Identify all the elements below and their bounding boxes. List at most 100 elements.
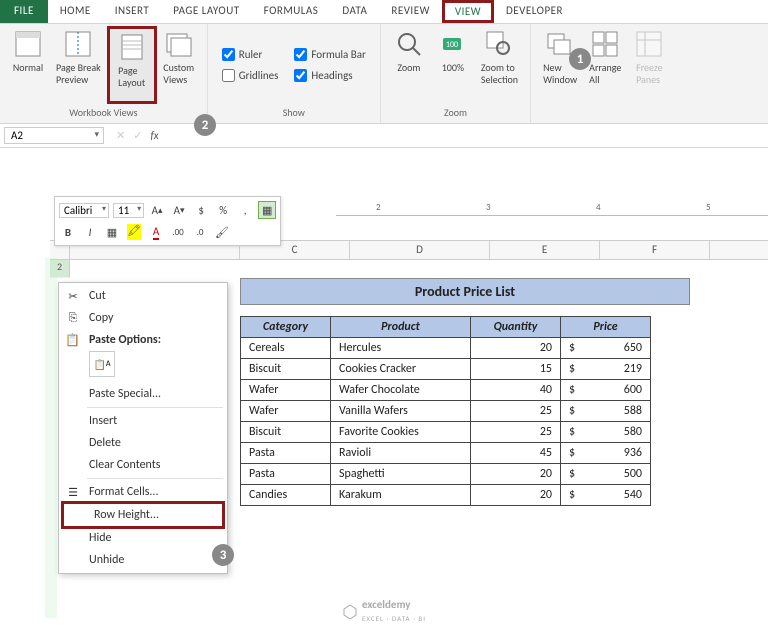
newwindow-button[interactable]: New Window — [537, 26, 583, 117]
table-row[interactable]: WaferVanilla Wafers25$588 — [241, 401, 651, 422]
table-row[interactable]: BiscuitCookies Cracker15$219 — [241, 359, 651, 380]
ruler: 2 3 4 5 — [336, 200, 768, 216]
tab-pagelayout[interactable]: PAGE LAYOUT — [161, 0, 251, 23]
pagebreak-button[interactable]: Page Break Preview — [50, 26, 107, 104]
th-quantity: Quantity — [471, 317, 561, 338]
incdecimal-button[interactable]: .0 — [191, 223, 209, 241]
paste-option[interactable]: 📋A — [89, 351, 115, 377]
col-header-d[interactable]: D — [350, 241, 490, 259]
pagebreak-label: Page Break Preview — [56, 62, 101, 86]
tab-review[interactable]: REVIEW — [379, 0, 442, 23]
ctx-delete[interactable]: Delete — [59, 432, 227, 454]
normal-view-icon — [12, 28, 44, 60]
formatcells-icon: ☰ — [65, 484, 81, 500]
ruler-checkbox[interactable]: Ruler — [222, 48, 279, 61]
table-row[interactable]: PastaSpaghetti20$500 — [241, 464, 651, 485]
group-show-label: Show — [214, 104, 374, 121]
name-box[interactable]: A2 — [4, 127, 104, 144]
formatpainter-button[interactable]: 🖌 — [213, 223, 231, 241]
tab-home[interactable]: HOME — [48, 0, 103, 23]
fontsize-select[interactable]: 11 — [113, 203, 144, 218]
tab-formulas[interactable]: FORMULAS — [252, 0, 331, 23]
ctx-copy[interactable]: ⎘Copy — [59, 307, 227, 329]
arrange-button[interactable]: Arrange All — [583, 26, 627, 117]
ruler-mark: 2 — [376, 202, 381, 213]
table-row[interactable]: WaferWafer Chocolate40$600 — [241, 380, 651, 401]
ctx-row-height[interactable]: Row Height... — [61, 501, 225, 529]
gridlines-checkbox[interactable]: Gridlines — [222, 69, 279, 82]
ctx-format-cells[interactable]: ☰Format Cells... — [59, 481, 227, 503]
normal-label: Normal — [13, 62, 43, 74]
pagelayout-label: Page Layout — [118, 65, 145, 89]
col-header-e[interactable]: E — [490, 241, 600, 259]
ribbon-tabs: FILE HOME INSERT PAGE LAYOUT FORMULAS DA… — [0, 0, 768, 24]
zoomsel-icon — [483, 28, 515, 60]
fx-icon[interactable]: fx — [150, 129, 158, 142]
cancel-icon[interactable]: ✕ — [116, 129, 125, 142]
callout-1: 1 — [569, 48, 591, 70]
font-select[interactable]: Calibri — [59, 203, 109, 218]
freeze-label: Freeze Panes — [636, 62, 663, 86]
decdecimal-button[interactable]: .00 — [169, 223, 187, 241]
table-title: Product Price List — [240, 278, 690, 305]
bold-button[interactable]: B — [59, 223, 77, 241]
formulabar-checkbox[interactable]: Formula Bar — [294, 48, 365, 61]
pagelayout-icon — [116, 31, 148, 63]
zoom-button[interactable]: Zoom — [387, 26, 431, 104]
ctx-cut[interactable]: ✂Cut — [59, 285, 227, 307]
group-workbook-views: Normal Page Break Preview Page Layout Cu… — [0, 24, 208, 123]
percent-button[interactable]: % — [214, 201, 232, 219]
ctx-clear[interactable]: Clear Contents — [59, 454, 227, 476]
watermark: exceldemy EXCEL · DATA · BI — [342, 598, 426, 624]
tab-insert[interactable]: INSERT — [103, 0, 162, 23]
border-button[interactable]: ▦ — [103, 223, 121, 241]
italic-button[interactable]: I — [81, 223, 99, 241]
customviews-button[interactable]: Custom Views — [157, 26, 201, 104]
ruler-mark: 3 — [486, 202, 491, 213]
ctx-unhide[interactable]: Unhide — [59, 549, 227, 571]
data-table: Category Product Quantity Price CerealsH… — [240, 316, 651, 506]
freeze-icon — [633, 28, 665, 60]
format-button[interactable]: ▦ — [258, 201, 276, 219]
normal-view-button[interactable]: Normal — [6, 26, 50, 104]
watermark-tag: EXCEL · DATA · BI — [362, 614, 426, 623]
zoomsel-button[interactable]: Zoom to Selection — [475, 26, 524, 104]
group-views-label: Workbook Views — [6, 104, 201, 121]
zoom100-button[interactable]: 100 100% — [431, 26, 475, 104]
copy-icon: ⎘ — [65, 310, 81, 326]
tab-view[interactable]: VIEW — [442, 0, 494, 23]
comma-button[interactable]: , — [236, 201, 254, 219]
tab-developer[interactable]: DEVELOPER — [494, 0, 575, 23]
zoom100-icon: 100 — [437, 28, 469, 60]
currency-button[interactable]: $ — [192, 201, 210, 219]
table-row[interactable]: BiscuitFavorite Cookies25$580 — [241, 422, 651, 443]
callout-3: 3 — [212, 544, 234, 566]
cut-icon: ✂ — [65, 288, 81, 304]
headings-checkbox[interactable]: Headings — [294, 69, 365, 82]
group-show: Ruler Gridlines Formula Bar Headings Sho… — [208, 24, 381, 123]
arrange-icon — [589, 28, 621, 60]
ruler-mark: 5 — [706, 202, 711, 213]
table-row[interactable]: CerealsHercules20$650 — [241, 338, 651, 359]
freeze-button[interactable]: Freeze Panes — [627, 26, 671, 117]
zoom100-label: 100% — [442, 62, 464, 74]
pagelayout-button[interactable]: Page Layout — [107, 26, 157, 104]
zoom-label: Zoom — [397, 62, 420, 74]
ctx-hide[interactable]: Hide — [59, 527, 227, 549]
incfont-button[interactable]: A▴ — [148, 201, 166, 219]
watermark-icon — [342, 603, 358, 619]
table-row[interactable]: CandiesKarakum20$540 — [241, 485, 651, 506]
col-header-f[interactable]: F — [600, 241, 710, 259]
formula-bar: A2 ✕ ✓ fx — [0, 124, 768, 148]
decfont-button[interactable]: A▾ — [170, 201, 188, 219]
fillcolor-button[interactable]: 🖍 — [125, 223, 143, 241]
table-row[interactable]: PastaRavioli45$936 — [241, 443, 651, 464]
group-zoom: Zoom 100 100% Zoom to Selection Zoom — [381, 24, 531, 123]
fontcolor-button[interactable]: A — [147, 223, 165, 241]
ctx-paste-special[interactable]: Paste Special... — [59, 383, 227, 405]
ctx-insert[interactable]: Insert — [59, 410, 227, 432]
customviews-icon — [163, 28, 195, 60]
enter-icon[interactable]: ✓ — [133, 129, 142, 142]
tab-data[interactable]: DATA — [330, 0, 379, 23]
tab-file[interactable]: FILE — [0, 0, 48, 23]
